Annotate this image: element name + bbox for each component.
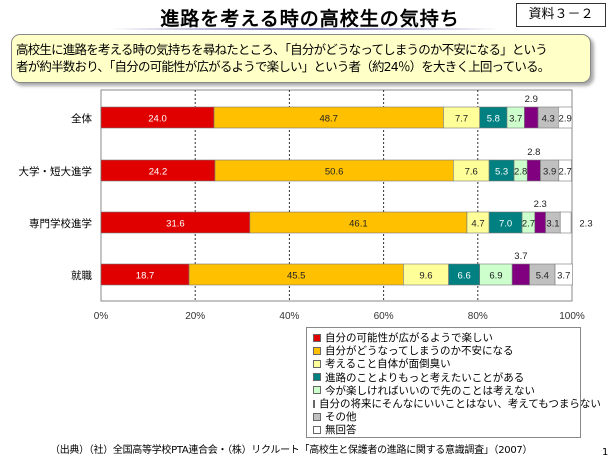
source-citation: （出典）（社）全国高等学校PTA連合会・（株）リクルート「高校生と保護者の進路に…: [50, 445, 533, 456]
data-label: 2.7: [559, 167, 572, 178]
data-label: 3.7: [557, 271, 570, 282]
data-label: 24.0: [148, 114, 167, 125]
bar-segment: [511, 263, 530, 286]
legend-item: 自分の可能性が広がるようで楽しい: [313, 331, 580, 344]
data-label: 2.3: [534, 199, 547, 210]
legend-item: 自分がどうなってしまうのか不安になる: [313, 344, 580, 357]
legend-swatch: [313, 346, 321, 355]
data-label: 4.3: [542, 114, 555, 125]
legend-item: 無回答: [313, 423, 580, 436]
bar-segment: [554, 263, 573, 286]
chart-legend: 自分の可能性が広がるようで楽しい 自分がどうなってしまうのか不安になる 考えること自…: [306, 327, 601, 438]
legend-item: 今が楽しければいいので先のことは考えない: [313, 384, 580, 397]
x-tick-label: 80%: [468, 311, 488, 322]
data-label: 2.9: [525, 94, 538, 105]
data-label: 2.9: [559, 114, 572, 125]
data-label: 5.4: [536, 271, 549, 282]
plot-area: [100, 89, 573, 302]
data-label: 46.1: [349, 219, 368, 230]
legend-swatch: [313, 333, 321, 342]
data-label: 50.6: [325, 167, 344, 178]
category-label: 就職: [71, 269, 92, 282]
data-label: 3.9: [543, 167, 556, 178]
legend-label: 考えること自体が面倒臭い: [325, 358, 451, 371]
data-label: 3.1: [546, 219, 559, 230]
page-title: 進路を考える時の高校生の気持ち: [160, 8, 460, 30]
legend-item: その他: [313, 410, 580, 423]
data-label: 4.7: [471, 219, 484, 230]
data-label: 18.7: [136, 271, 155, 282]
legend-swatch: [313, 386, 321, 395]
callout-line-2: 者が約半数おり、「自分の可能性が広がるようで楽しい」という者（約24％）を大きく…: [16, 59, 550, 74]
bar-segment: [524, 106, 539, 129]
legend-swatch: [313, 373, 321, 382]
legend-swatch: [313, 412, 321, 421]
bar-segment: [558, 159, 572, 182]
page-number: 1: [602, 447, 609, 458]
legend-label: 自分の可能性が広がるようで楽しい: [325, 332, 493, 345]
data-label: 5.8: [487, 114, 500, 125]
legend-label: 今が楽しければいいので先のことは考えない: [325, 384, 535, 397]
data-label: 48.7: [319, 114, 338, 125]
legend-swatch: [313, 399, 315, 408]
stacked-bar-chart: 0% 20% 40% 60% 80% 100%全体 24.0 48.7 7.7 5.8 3.72.9…: [19, 89, 593, 322]
data-label: 6.9: [489, 271, 502, 282]
summary-callout: 高校生に進路を考える時の気持ちを尋ねたところ、「自分がどうなってしまうのか不安に…: [11, 34, 591, 83]
data-label: 7.0: [499, 219, 512, 230]
title-underline: [110, 28, 500, 30]
data-label: 9.6: [419, 271, 432, 282]
data-label: 24.2: [149, 167, 168, 178]
bar-segment: [559, 211, 572, 234]
data-label: 2.8: [527, 147, 540, 158]
data-label: 2.7: [522, 219, 535, 230]
x-tick-label: 60%: [374, 311, 394, 322]
legend-label: 無回答: [325, 424, 357, 437]
x-tick-label: 0%: [94, 311, 109, 322]
legend-swatch: [313, 425, 321, 434]
bar-segment: [526, 159, 541, 182]
bar-segment: [558, 106, 573, 129]
category-label: 大学・短大進学: [19, 165, 93, 178]
legend-item: 自分の将来にそんなにいいことはない、考えてもつまらない: [313, 397, 601, 410]
data-label: 2.8: [514, 167, 527, 178]
x-tick-label: 100%: [559, 311, 585, 322]
data-label: 7.7: [455, 114, 468, 125]
x-tick-label: 40%: [279, 311, 299, 322]
data-label: 7.6: [465, 167, 478, 178]
legend-label: 進路のことよりもっと考えたいことがある: [325, 371, 525, 384]
category-label: 全体: [71, 112, 92, 125]
x-tick-label: 20%: [185, 311, 205, 322]
data-label: 6.6: [458, 271, 471, 282]
legend-swatch: [313, 359, 321, 368]
legend-item: 進路のことよりもっと考えたいことがある: [313, 371, 580, 384]
legend-item: 考えること自体が面倒臭い: [313, 357, 580, 370]
category-label: 専門学校進学: [29, 217, 92, 230]
bar-segment: [534, 211, 546, 234]
legend-label: その他: [325, 411, 357, 424]
data-label: 45.5: [287, 271, 306, 282]
document-badge: 資料３－２: [516, 3, 606, 27]
data-label: 5.3: [495, 167, 508, 178]
legend-label: 自分の将来にそんなにいいことはない、考えてもつまらない: [319, 398, 601, 411]
data-label: 2.3: [579, 219, 592, 230]
data-label: 3.7: [514, 251, 527, 262]
data-label: 3.7: [509, 114, 522, 125]
data-label: 31.6: [166, 219, 185, 230]
legend-label: 自分がどうなってしまうのか不安になる: [325, 345, 514, 358]
callout-line-1: 高校生に進路を考える時の気持ちを尋ねたところ、「自分がどうなってしまうのか不安に…: [16, 42, 548, 57]
